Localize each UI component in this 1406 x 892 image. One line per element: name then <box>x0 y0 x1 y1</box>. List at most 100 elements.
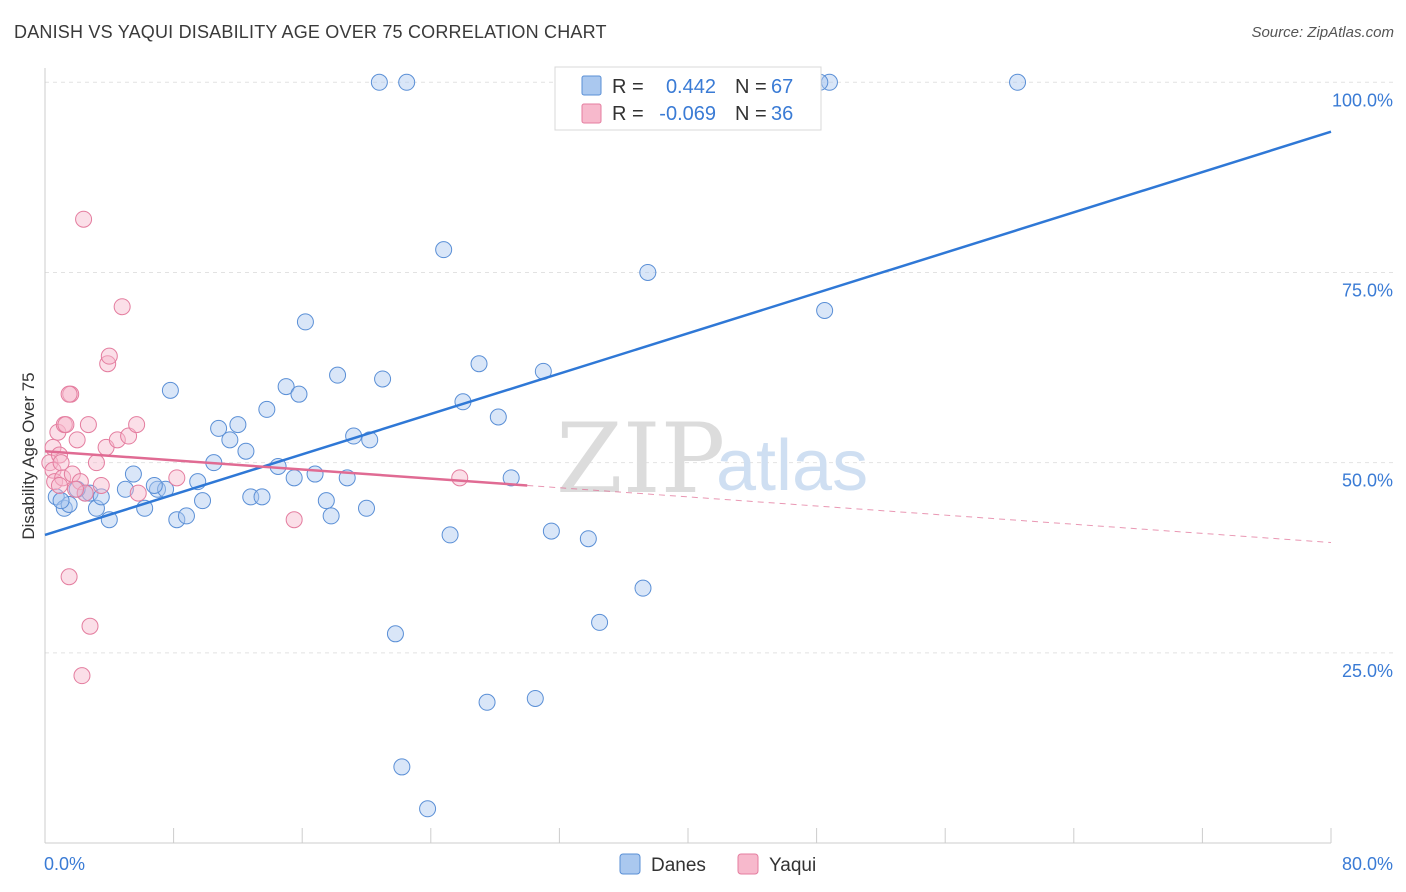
yaqui-point <box>285 511 303 529</box>
stats-legend: R = 0.442 N = 67 R = -0.069 N = 36 <box>554 66 822 131</box>
trend-lines <box>44 130 1332 544</box>
yaqui-point <box>60 568 78 586</box>
yaqui-trend-line <box>44 449 528 487</box>
danes-point <box>435 241 453 259</box>
danes-point <box>52 492 70 510</box>
danes-n-label: N = <box>735 76 767 98</box>
x-tick-label-min: 0.0% <box>44 854 85 874</box>
yaqui-point <box>108 431 126 449</box>
yaqui-point <box>128 416 146 434</box>
danes-point <box>526 689 544 707</box>
yaqui-r-label: R = <box>612 103 644 125</box>
danes-point <box>542 522 560 540</box>
danes-point <box>322 507 340 525</box>
x-tick-label-max: 80.0% <box>1342 854 1393 874</box>
watermark: ZIP atlas <box>556 403 868 515</box>
yaqui-point <box>76 484 94 502</box>
yaqui-point <box>52 454 70 472</box>
danes-point <box>194 492 212 510</box>
danes-point <box>639 263 657 281</box>
yaqui-point <box>75 210 93 228</box>
danes-point <box>502 469 520 487</box>
danes-point <box>210 419 228 437</box>
series-legend: Danes Yaqui <box>619 853 816 876</box>
watermark-atlas: atlas <box>716 426 868 506</box>
yaqui-point <box>57 416 75 434</box>
danes-point <box>229 416 247 434</box>
yaqui-point <box>50 476 68 494</box>
legend-danes-label[interactable]: Danes <box>651 855 706 876</box>
danes-point <box>221 431 239 449</box>
yaqui-point <box>79 416 97 434</box>
danes-point <box>489 408 507 426</box>
source-credit: Source: ZipAtlas.com <box>1251 24 1394 41</box>
y-tick-label-75: 75.0% <box>1342 280 1393 300</box>
danes-point <box>290 385 308 403</box>
danes-point <box>1009 73 1027 91</box>
yaqui-point <box>100 347 118 365</box>
danes-point <box>591 613 609 631</box>
x-tick-labels: 0.0% 80.0% <box>44 854 1393 874</box>
danes-point <box>478 693 496 711</box>
danes-point <box>386 625 404 643</box>
yaqui-point <box>87 454 105 472</box>
danes-point <box>329 366 347 384</box>
danes-trend-line <box>44 130 1332 537</box>
yaqui-point <box>113 298 131 316</box>
yaqui-point <box>60 385 78 403</box>
watermark-zip: ZIP <box>556 403 725 515</box>
danes-point <box>634 579 652 597</box>
grid-lines <box>45 81 1393 654</box>
danes-r-value: 0.442 <box>666 76 716 98</box>
danes-n-value: 67 <box>771 76 793 98</box>
danes-point <box>253 488 271 506</box>
danes-point <box>161 381 179 399</box>
danes-swatch <box>581 75 602 96</box>
danes-point <box>306 465 324 483</box>
y-tick-label-25: 25.0% <box>1342 661 1393 681</box>
danes-point <box>168 511 186 529</box>
yaqui-point <box>68 431 86 449</box>
yaqui-swatch <box>581 103 602 124</box>
yaqui-point <box>73 667 91 685</box>
danes-point <box>398 73 416 91</box>
danes-point <box>816 302 834 320</box>
danes-point <box>579 530 597 548</box>
danes-point <box>277 378 295 396</box>
legend-danes-swatch[interactable] <box>619 853 641 875</box>
danes-point <box>124 465 142 483</box>
chart-title: DANISH VS YAQUI DISABILITY AGE OVER 75 C… <box>14 22 607 42</box>
yaqui-r-value: -0.069 <box>659 103 716 125</box>
legend-yaqui-swatch[interactable] <box>737 853 759 875</box>
y-axis-title: Disability Age Over 75 <box>19 372 38 539</box>
legend-yaqui-label[interactable]: Yaqui <box>769 855 816 876</box>
yaqui-n-label: N = <box>735 103 767 125</box>
danes-point <box>296 313 314 331</box>
y-tick-label-50: 50.0% <box>1342 471 1393 491</box>
danes-point <box>87 499 105 517</box>
yaqui-point <box>67 480 85 498</box>
yaqui-point <box>92 476 110 494</box>
danes-point <box>374 370 392 388</box>
danes-point <box>285 469 303 487</box>
yaqui-trend-extension <box>527 484 1332 544</box>
danes-points <box>47 73 1027 818</box>
danes-point <box>441 526 459 544</box>
yaqui-point <box>168 469 186 487</box>
danes-point <box>177 507 195 525</box>
danes-r-label: R = <box>612 76 644 98</box>
danes-point <box>393 758 411 776</box>
danes-point <box>237 442 255 460</box>
danes-point <box>258 400 276 418</box>
y-tick-labels: 100.0% 75.0% 50.0% 25.0% <box>1332 90 1393 681</box>
yaqui-point <box>129 484 147 502</box>
y-tick-label-100: 100.0% <box>1332 90 1393 110</box>
yaqui-n-value: 36 <box>771 103 793 125</box>
yaqui-point <box>81 617 99 635</box>
danes-point <box>470 355 488 373</box>
danes-point <box>116 480 134 498</box>
danes-point <box>358 499 375 517</box>
yaqui-points <box>41 210 469 685</box>
axes <box>44 68 1332 844</box>
